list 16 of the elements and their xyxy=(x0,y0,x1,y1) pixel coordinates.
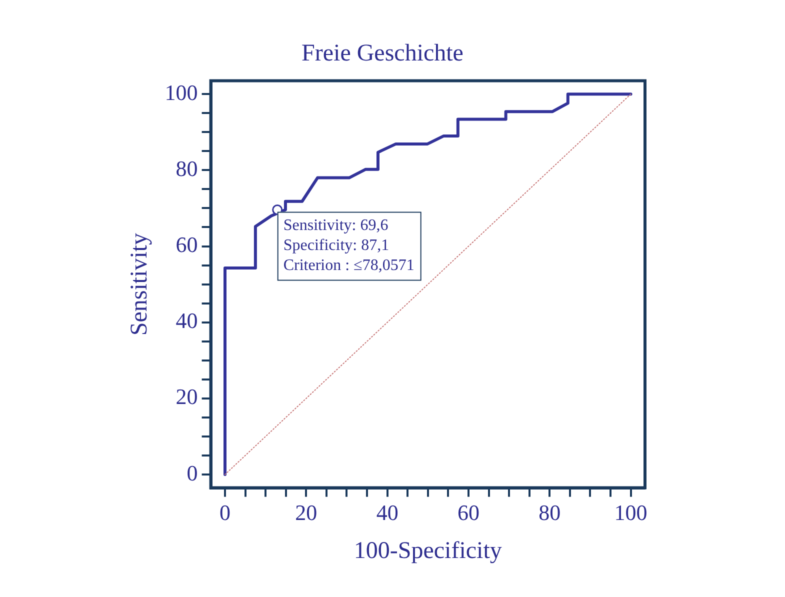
annotation: Sensitivity: 69,6 Specificity: 87,1 Criterion : ≤78,0571 xyxy=(283,216,414,274)
x-tick-label: 80 xyxy=(538,500,561,525)
x-tick-label: 60 xyxy=(457,500,480,525)
x-tick-label: 100 xyxy=(614,500,648,525)
x-tick-label: 20 xyxy=(295,500,318,525)
chart-title: Freie Geschichte xyxy=(302,40,464,67)
y-tick-label: 60 xyxy=(176,232,198,258)
y-tick-label: 40 xyxy=(176,308,198,334)
y-tick-label: 0 xyxy=(186,460,198,486)
y-tick-label: 100 xyxy=(164,80,198,105)
x-tick-label: 0 xyxy=(220,500,231,525)
y-tick-label: 20 xyxy=(176,384,198,410)
y-axis-title: Sensitivity xyxy=(126,232,153,336)
x-axis-title: 100-Specificity xyxy=(354,538,502,564)
y-tick-label: 80 xyxy=(176,156,198,181)
x-tick-label: 40 xyxy=(376,500,398,525)
